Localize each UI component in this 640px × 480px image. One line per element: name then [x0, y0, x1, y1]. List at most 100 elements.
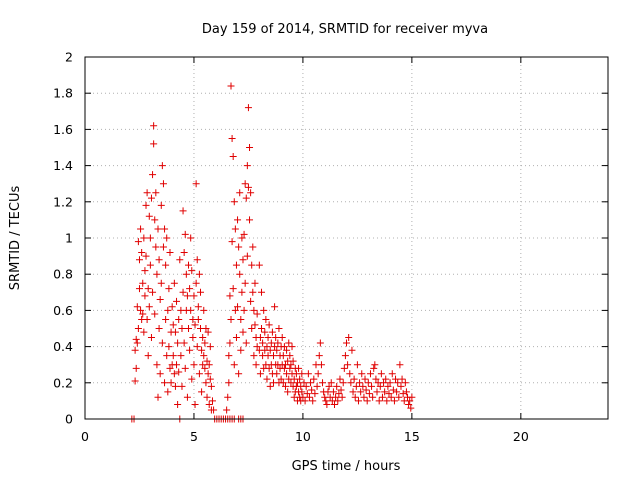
data-point	[177, 352, 185, 360]
data-point	[206, 343, 214, 351]
data-point	[303, 390, 311, 398]
data-point	[185, 325, 193, 332]
data-point	[386, 379, 394, 387]
data-point	[158, 162, 166, 170]
data-point	[176, 256, 184, 264]
data-point	[390, 397, 398, 405]
data-point	[201, 364, 209, 372]
data-point	[308, 386, 316, 394]
data-point	[132, 335, 140, 343]
data-point	[250, 306, 258, 314]
x-tick-label: 5	[190, 429, 198, 444]
data-point	[265, 321, 273, 329]
data-point	[244, 183, 252, 191]
data-point	[336, 375, 344, 383]
data-point	[338, 393, 346, 401]
data-point	[240, 230, 248, 238]
data-point	[232, 334, 240, 342]
data-point	[381, 388, 389, 396]
data-point	[185, 261, 193, 269]
data-point	[310, 375, 318, 383]
data-point	[317, 361, 325, 369]
data-point	[334, 397, 342, 405]
data-point	[298, 388, 306, 396]
data-point	[228, 238, 236, 246]
data-point	[341, 352, 349, 360]
y-tick-label: 0.4	[53, 339, 73, 354]
data-point	[316, 339, 324, 347]
data-point	[252, 361, 260, 369]
data-point	[195, 270, 203, 278]
data-point	[164, 306, 172, 314]
data-point	[241, 279, 249, 287]
data-point	[143, 189, 151, 197]
data-point	[243, 252, 251, 260]
data-point	[348, 346, 356, 354]
data-point	[385, 390, 393, 398]
data-point	[266, 382, 274, 390]
data-point	[200, 306, 208, 314]
data-point	[146, 234, 154, 242]
data-point	[395, 393, 403, 401]
data-point	[141, 292, 149, 300]
data-point	[281, 382, 289, 390]
data-point	[368, 382, 376, 390]
data-point	[159, 180, 167, 188]
data-point	[132, 364, 140, 372]
data-point	[170, 279, 178, 287]
data-point	[144, 285, 152, 293]
data-point	[142, 201, 150, 209]
data-point	[380, 379, 388, 387]
data-point	[296, 375, 304, 383]
data-point	[194, 315, 202, 323]
data-point	[375, 397, 383, 405]
data-point	[369, 393, 377, 401]
data-point	[153, 270, 161, 278]
data-point	[371, 361, 379, 369]
data-point	[323, 401, 331, 409]
data-point	[201, 339, 209, 347]
data-point	[203, 393, 211, 401]
data-point	[147, 334, 155, 342]
data-point	[228, 134, 236, 142]
data-point	[332, 393, 340, 401]
data-point	[398, 375, 406, 383]
data-point	[194, 303, 202, 311]
data-point	[174, 401, 182, 409]
data-point	[135, 285, 143, 293]
y-tick-label: 0.8	[53, 267, 73, 282]
data-point	[333, 382, 341, 390]
data-point	[393, 388, 401, 396]
data-point	[186, 346, 194, 354]
data-point	[286, 352, 294, 360]
data-point	[264, 334, 272, 342]
data-point	[389, 386, 397, 394]
data-point	[339, 379, 347, 387]
data-point	[399, 390, 407, 398]
data-point	[174, 339, 182, 347]
y-tick-label: 1.8	[53, 86, 73, 101]
data-point	[277, 375, 285, 383]
data-point	[387, 393, 395, 401]
data-point	[258, 288, 266, 296]
data-point	[309, 397, 317, 405]
data-point	[253, 343, 261, 351]
data-point	[187, 234, 195, 242]
data-point	[247, 297, 255, 305]
data-point	[401, 379, 409, 387]
y-tick-label: 1.6	[53, 122, 73, 137]
data-point	[181, 364, 189, 372]
data-point	[141, 267, 149, 275]
data-point	[133, 339, 141, 347]
data-point	[229, 153, 237, 161]
data-point	[156, 296, 164, 304]
x-tick-label: 15	[404, 429, 420, 444]
data-point	[167, 379, 175, 387]
data-point	[175, 368, 183, 376]
data-point	[207, 382, 215, 390]
data-point	[273, 346, 281, 354]
data-point	[180, 248, 188, 256]
data-point	[178, 325, 186, 332]
data-point	[235, 243, 243, 251]
data-point	[155, 256, 163, 264]
